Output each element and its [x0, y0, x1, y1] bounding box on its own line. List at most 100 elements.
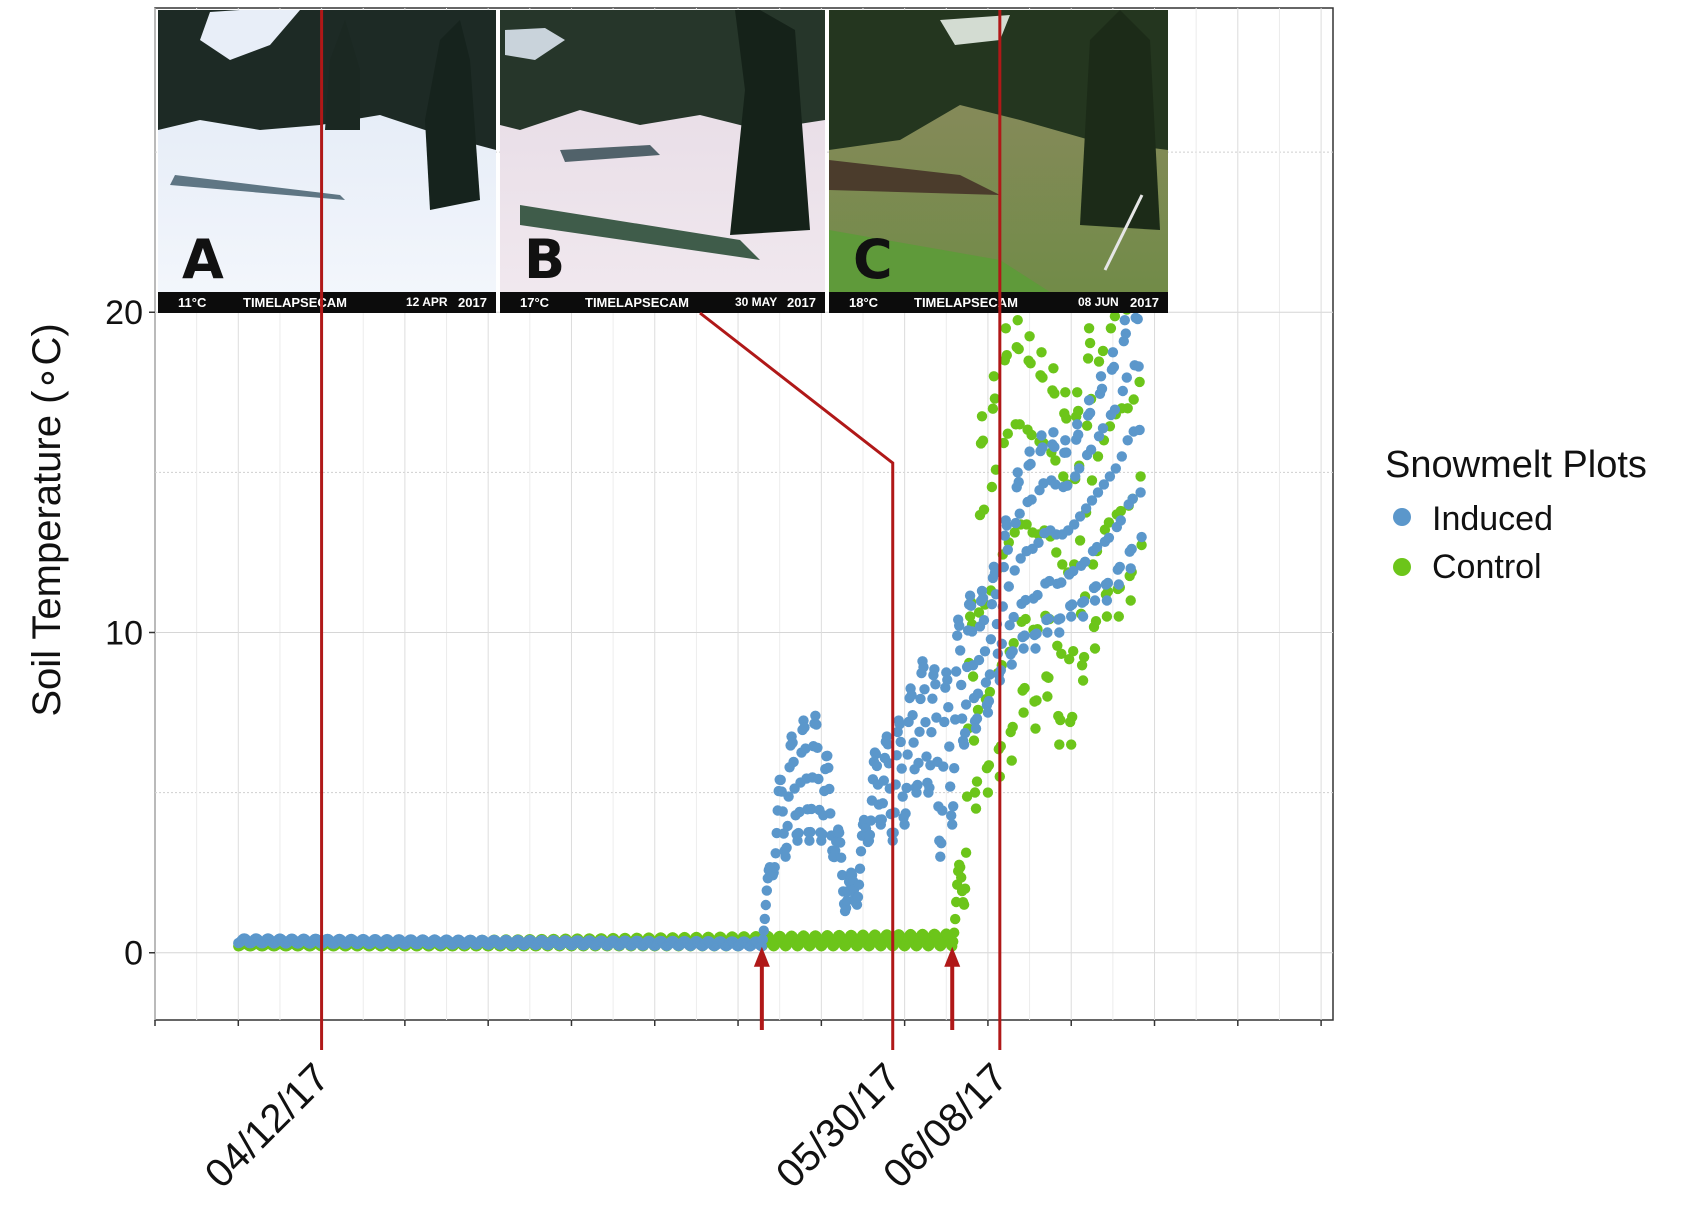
data-point — [926, 727, 937, 738]
data-point — [777, 806, 788, 817]
data-point — [1079, 556, 1091, 567]
data-point — [1002, 544, 1013, 555]
data-point — [948, 801, 959, 812]
legend-control-label: Control — [1432, 548, 1542, 586]
photo-letter: B — [524, 228, 565, 291]
photo-stamp-brand: TIMELAPSECAM — [585, 295, 689, 310]
data-point — [1109, 311, 1121, 322]
data-point — [1074, 463, 1085, 474]
data-point — [1114, 561, 1126, 573]
data-point — [935, 851, 946, 862]
data-point — [1135, 471, 1146, 482]
data-point — [1115, 515, 1127, 526]
data-point — [1001, 350, 1012, 361]
data-point — [1091, 541, 1103, 553]
data-point — [876, 814, 887, 825]
data-point — [1081, 420, 1093, 431]
data-point — [770, 848, 781, 859]
data-point — [1092, 451, 1104, 462]
data-point — [960, 699, 972, 710]
data-point — [825, 808, 836, 819]
data-point — [966, 626, 978, 637]
data-point — [760, 899, 771, 911]
data-point — [1134, 424, 1145, 436]
data-point — [930, 679, 941, 690]
data-point — [1010, 517, 1021, 529]
data-point — [830, 845, 841, 856]
data-point — [1031, 628, 1042, 639]
data-point — [1109, 404, 1121, 415]
data-point — [911, 787, 922, 798]
data-point — [1087, 559, 1099, 570]
data-point — [1136, 531, 1147, 543]
data-point — [1008, 611, 1019, 623]
y-axis: 0 10 20 — [105, 294, 155, 973]
data-point — [1024, 331, 1035, 342]
data-point — [1122, 435, 1133, 446]
data-point — [1121, 372, 1133, 383]
data-point — [931, 712, 942, 723]
photo-b — [500, 10, 825, 313]
data-point — [841, 895, 853, 906]
data-point — [1103, 517, 1115, 528]
data-point — [986, 481, 998, 493]
data-point — [955, 645, 966, 656]
data-point — [1007, 646, 1018, 657]
data-point — [1066, 739, 1077, 750]
data-point — [1049, 388, 1060, 399]
data-point — [956, 872, 967, 883]
data-point — [937, 805, 948, 816]
data-point — [1044, 575, 1055, 587]
data-point — [924, 782, 935, 793]
data-point — [1089, 643, 1101, 654]
data-point — [946, 810, 957, 821]
data-point — [787, 737, 798, 748]
x-tick-label: 04/12/17 — [197, 1055, 338, 1196]
data-point — [1012, 315, 1023, 326]
data-point — [948, 936, 959, 947]
data-point — [972, 688, 984, 699]
photo-stamp-temp: 18°C — [849, 295, 879, 310]
date-marker-lines — [320, 10, 1002, 1050]
data-point — [996, 638, 1007, 649]
data-point — [955, 862, 966, 873]
data-point — [1018, 707, 1029, 718]
data-point — [1049, 441, 1060, 453]
data-point — [1009, 565, 1020, 576]
data-point — [1031, 695, 1042, 706]
data-point — [1043, 672, 1054, 683]
data-point — [851, 899, 863, 910]
data-point — [1086, 475, 1098, 486]
data-point — [984, 686, 996, 698]
data-point — [881, 731, 892, 742]
data-point — [1042, 627, 1053, 638]
data-point — [1072, 387, 1083, 398]
data-point — [1102, 577, 1114, 589]
data-point — [899, 819, 910, 830]
data-point — [1000, 323, 1011, 334]
data-point — [1068, 565, 1079, 577]
photo-labels: A 11°C TIMELAPSECAM 12 APR 2017 B 17°C TIMELAPS… — [178, 228, 1159, 310]
data-point — [1116, 451, 1128, 462]
data-point — [936, 838, 947, 849]
data-point — [920, 717, 931, 728]
data-point — [1132, 313, 1143, 325]
data-point — [1126, 543, 1137, 555]
legend-control-marker — [1393, 558, 1411, 576]
data-point — [1050, 479, 1061, 490]
data-point — [792, 835, 803, 846]
data-point — [1113, 611, 1125, 622]
data-point — [1014, 419, 1025, 430]
data-point — [1002, 428, 1013, 439]
data-point — [794, 806, 805, 818]
data-point — [913, 757, 924, 769]
data-point — [901, 782, 912, 794]
data-point — [921, 751, 932, 762]
data-point — [947, 819, 958, 830]
data-point — [1113, 579, 1125, 590]
data-point — [971, 776, 983, 787]
data-point — [1080, 503, 1092, 514]
data-point — [837, 869, 848, 881]
snowmelt-arrow-head — [753, 946, 770, 967]
